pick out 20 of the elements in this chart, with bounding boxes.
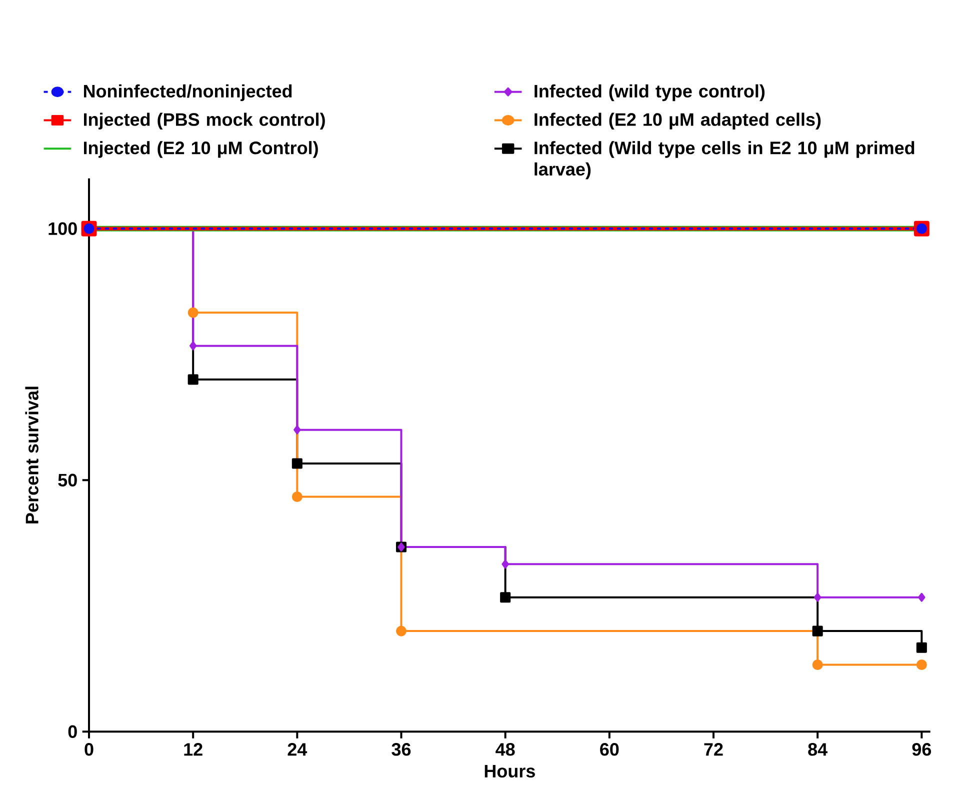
x-tick-label: 84 [808, 743, 828, 756]
x-tick-label: 36 [392, 743, 411, 756]
x-tick-label: 24 [288, 743, 308, 756]
x-tick-label: 60 [600, 743, 619, 756]
x-tick-label: 72 [704, 743, 723, 756]
y-axis-title: Percent survival [25, 386, 38, 524]
x-tick-label: 96 [912, 743, 932, 756]
y-tick-label: 50 [58, 474, 77, 487]
legend-label: Noninfected/noninjected [84, 84, 292, 102]
x-tick-label: 0 [84, 743, 94, 756]
x-tick-label: 12 [184, 743, 202, 756]
legend-label: Injected (PBS mock control) [84, 112, 325, 130]
y-tick-label: 0 [68, 725, 77, 738]
legend-label: Injected (E2 10 μM Control) [84, 141, 318, 158]
x-tick-label: 48 [496, 743, 515, 756]
legend-label: Infected (Wild type cells in E2 10 μM primed larvae) [534, 141, 914, 180]
legend-label: Infected (E2 10 μM adapted cells) [534, 112, 821, 130]
y-tick-label: 100 [48, 222, 77, 236]
legend-label: Infected (wild type control) [534, 84, 765, 102]
x-axis-title: Hours [484, 765, 535, 778]
